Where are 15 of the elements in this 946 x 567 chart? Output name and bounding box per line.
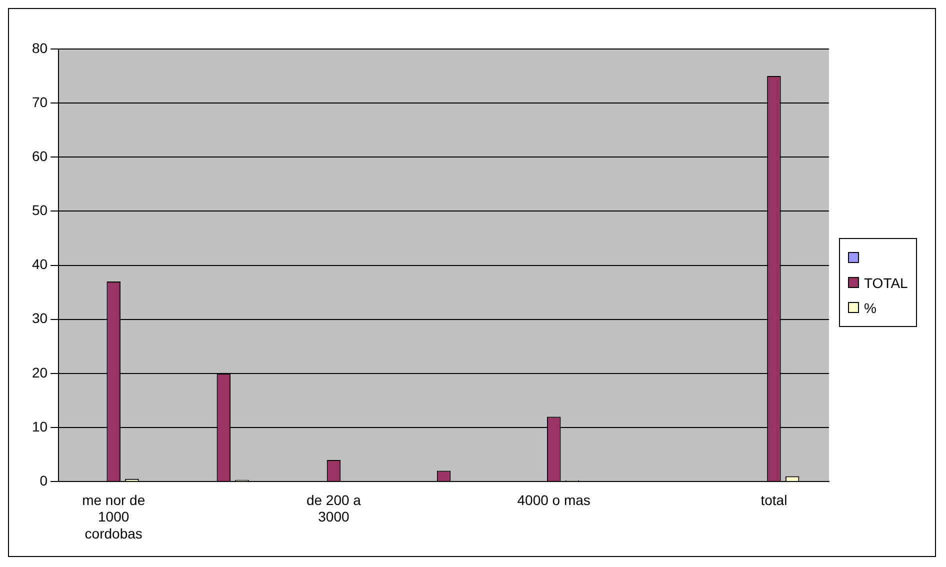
x-tick-label: de 200 a 3000 — [306, 492, 362, 525]
y-tick-label: 70 — [32, 94, 48, 110]
x-tick-label: total — [760, 492, 788, 508]
y-tick-label: 60 — [32, 148, 48, 164]
y-tick-label: 0 — [40, 472, 48, 488]
legend-label: % — [864, 300, 876, 316]
y-tick-label: 10 — [32, 418, 48, 434]
x-tick-label: me nor de 1000 cordobas — [82, 492, 146, 542]
y-tick-label: 80 — [32, 40, 48, 56]
y-tick-label: 40 — [32, 256, 48, 272]
legend-label: TOTAL — [864, 274, 908, 290]
y-tick-label: 30 — [32, 310, 48, 326]
x-tick-label: 4000 o mas — [517, 492, 590, 508]
y-tick-label: 50 — [32, 202, 48, 218]
y-tick-label: 20 — [32, 364, 48, 380]
